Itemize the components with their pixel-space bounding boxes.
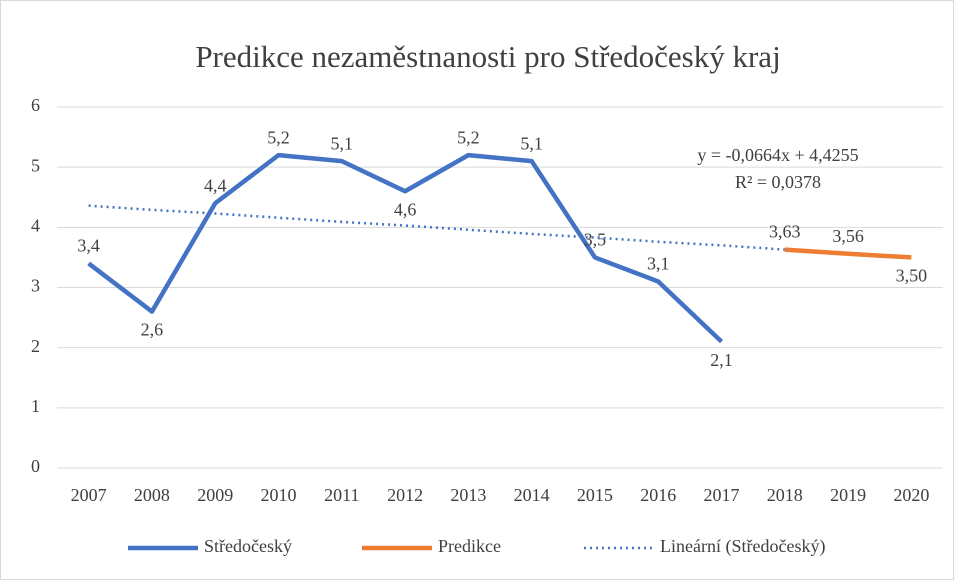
data-label: 5,1	[520, 133, 543, 153]
data-label: 3,56	[832, 226, 864, 246]
annotation: y = -0,0664x + 4,4255	[697, 145, 858, 165]
x-tick-label: 2019	[830, 485, 866, 505]
line	[784, 247, 912, 260]
x-tick-label: 2011	[324, 485, 359, 505]
y-tick-label: 6	[31, 95, 40, 115]
x-tick-label: 2017	[704, 485, 740, 505]
line	[87, 152, 724, 344]
data-label: 2,6	[141, 320, 164, 340]
data-label: 3,5	[584, 230, 607, 250]
x-tick-label: 2012	[387, 485, 423, 505]
chart-title: Predikce nezaměstnanosti pro Středočeský…	[195, 39, 780, 74]
annotation: R² = 0,0378	[735, 172, 821, 192]
x-tick-label: 2016	[640, 485, 676, 505]
data-label: 5,2	[457, 127, 480, 147]
x-tick-label: 2013	[450, 485, 486, 505]
legend-label: Predikce	[438, 536, 501, 556]
y-tick-label: 3	[31, 276, 40, 296]
data-label: 3,1	[647, 254, 670, 274]
y-tick-label: 4	[31, 215, 40, 235]
data-label: 3,50	[896, 266, 928, 286]
y-tick-label: 1	[31, 396, 40, 416]
y-tick-label: 5	[31, 155, 40, 175]
y-tick-label: 0	[31, 456, 40, 476]
x-tick-label: 2007	[71, 485, 107, 505]
x-tick-label: 2014	[514, 485, 550, 505]
data-label: 5,2	[267, 127, 290, 147]
trend-line	[88, 204, 785, 251]
data-label: 4,6	[394, 199, 417, 219]
data-label: 4,4	[204, 175, 227, 195]
x-tick-label: 2010	[261, 485, 297, 505]
data-label: 2,1	[710, 350, 733, 370]
x-tick-label: 2008	[134, 485, 170, 505]
x-tick-label: 2015	[577, 485, 613, 505]
x-tick-label: 2018	[767, 485, 803, 505]
data-label: 3,4	[77, 236, 100, 256]
y-tick-label: 2	[31, 336, 40, 356]
x-tick-label: 2020	[893, 485, 929, 505]
x-tick-label: 2009	[197, 485, 233, 505]
legend-label: Středočeský	[204, 536, 292, 556]
legend-label: Lineární (Středočeský)	[660, 536, 825, 557]
data-label: 5,1	[331, 133, 354, 153]
data-label: 3,63	[769, 222, 801, 242]
